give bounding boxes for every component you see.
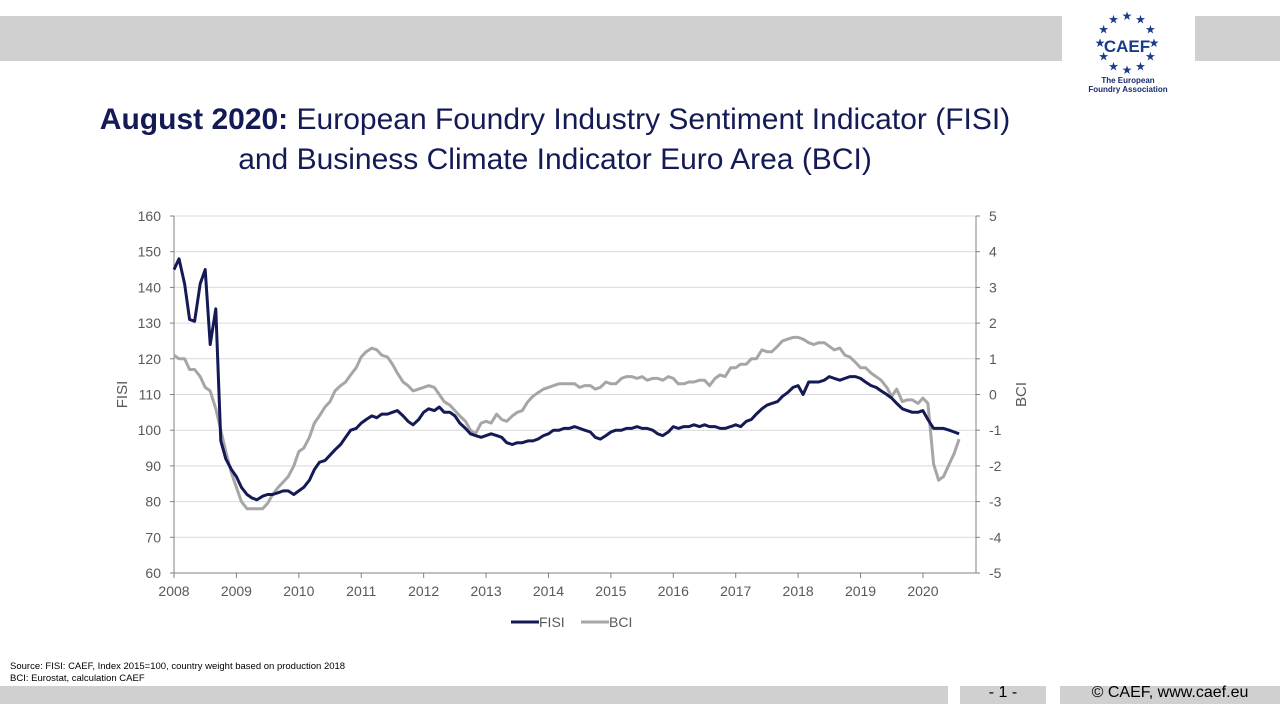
chart-series bbox=[172, 257, 961, 511]
title-bold: August 2020: bbox=[99, 103, 289, 136]
series-line-bci bbox=[173, 335, 961, 511]
y-axis-label: FISI bbox=[114, 381, 131, 409]
x-tick-label: 2013 bbox=[470, 583, 501, 599]
logo-star-icon: ★ bbox=[1095, 36, 1106, 50]
x-tick-label: 2020 bbox=[907, 583, 938, 599]
y2-tick-label: 4 bbox=[989, 244, 997, 260]
x-tick-label: 2010 bbox=[283, 583, 314, 599]
logo-star-icon: ★ bbox=[1122, 63, 1133, 77]
chart-gridlines bbox=[174, 215, 976, 538]
x-tick-label: 2014 bbox=[533, 583, 564, 599]
source-note: Source: FISI: CAEF, Index 2015=100, coun… bbox=[10, 661, 345, 685]
logo-subtitle-line2: Foundry Association bbox=[1088, 85, 1168, 94]
y-tick-label: 160 bbox=[138, 208, 162, 224]
title-line-2: and Business Climate Indicator Euro Area… bbox=[238, 143, 872, 176]
logo-star-icon: ★ bbox=[1135, 59, 1146, 73]
source-line-2: BCI: Eurostat, calculation CAEF bbox=[10, 673, 145, 684]
x-tick-label: 2009 bbox=[221, 583, 252, 599]
series-line-fisi bbox=[172, 257, 960, 502]
title-line-1: August 2020: European Foundry Industry S… bbox=[0, 100, 1110, 140]
y2-tick-label: -4 bbox=[989, 529, 1002, 545]
header-band-right bbox=[1195, 16, 1280, 61]
x-tick-label: 2008 bbox=[158, 583, 189, 599]
x-tick-label: 2019 bbox=[845, 583, 876, 599]
y-tick-label: 130 bbox=[138, 315, 162, 331]
y-tick-label: 90 bbox=[145, 458, 161, 474]
logo-star-icon: ★ bbox=[1098, 23, 1109, 37]
logo-star-icon: ★ bbox=[1149, 36, 1160, 50]
y2-tick-label: -3 bbox=[989, 494, 1002, 510]
legend-label-fisi: FISI bbox=[539, 614, 565, 630]
x-tick-label: 2016 bbox=[658, 583, 689, 599]
x-tick-label: 2015 bbox=[595, 583, 626, 599]
y-tick-label: 70 bbox=[145, 529, 161, 545]
y2-tick-label: 2 bbox=[989, 315, 997, 331]
y-tick-label: 150 bbox=[138, 244, 162, 260]
y2-tick-label: -5 bbox=[989, 565, 1002, 581]
y2-tick-label: -1 bbox=[989, 422, 1002, 438]
y2-tick-label: 5 bbox=[989, 208, 997, 224]
chart-axes: 60 70 80 90 100 110 120 130 140 150 160 -5 -4 -3 -2 -1 0… bbox=[114, 208, 1030, 599]
caef-logo: ★ ★★★★★★★★★★★ CAEF bbox=[1095, 9, 1160, 77]
y-tick-label: 80 bbox=[145, 494, 161, 510]
y2-tick-label: 1 bbox=[989, 351, 997, 367]
y-tick-label: 100 bbox=[138, 422, 162, 438]
logo-subtitle: The European Foundry Association bbox=[1068, 76, 1188, 94]
footer-band-left bbox=[0, 686, 948, 704]
y2-tick-label: 0 bbox=[989, 387, 997, 403]
copyright-text: © CAEF, www.caef.eu bbox=[1091, 684, 1249, 701]
chart-legend: FISI BCI bbox=[511, 614, 632, 630]
x-tick-label: 2018 bbox=[783, 583, 814, 599]
logo-stars-ring: ★ ★★★★★★★★★★★ bbox=[1095, 9, 1160, 77]
page-number: - 1 - bbox=[988, 684, 1018, 701]
x-tick-label: 2011 bbox=[346, 583, 376, 599]
header-band-left bbox=[0, 16, 1062, 61]
logo-star-icon: ★ bbox=[1122, 9, 1133, 23]
logo-star-icon: ★ bbox=[1108, 13, 1119, 27]
logo-star-icon: ★ bbox=[1145, 50, 1156, 64]
y2-axis-label: BCI bbox=[1013, 382, 1030, 407]
y2-tick-label: 3 bbox=[989, 279, 997, 295]
logo-star-icon: ★ bbox=[1098, 50, 1109, 64]
source-line-1: Source: FISI: CAEF, Index 2015=100, coun… bbox=[10, 661, 346, 672]
logo-star-icon: ★ bbox=[1135, 13, 1146, 27]
page-title: August 2020: European Foundry Industry S… bbox=[0, 100, 1110, 180]
y-tick-label: 60 bbox=[145, 565, 161, 581]
x-tick-label: 2017 bbox=[720, 583, 751, 599]
line-chart: 60 70 80 90 100 110 120 130 140 150 160 -5 -4 -3 -2 -1 0… bbox=[114, 208, 1030, 630]
legend-label-bci: BCI bbox=[609, 614, 632, 630]
logo-subtitle-line1: The European bbox=[1101, 76, 1155, 85]
y-tick-label: 140 bbox=[138, 279, 162, 295]
title-line1-text: European Foundry Industry Sentiment Indi… bbox=[288, 103, 1011, 136]
y2-tick-label: -2 bbox=[989, 458, 1002, 474]
y-tick-label: 120 bbox=[138, 351, 162, 367]
logo-text: CAEF bbox=[1104, 37, 1150, 56]
y-tick-label: 110 bbox=[139, 387, 162, 403]
logo-star-icon: ★ bbox=[1145, 23, 1156, 37]
logo-star-icon: ★ bbox=[1108, 59, 1119, 73]
footer-band-page bbox=[960, 686, 1046, 704]
footer-band-copyright bbox=[1060, 686, 1280, 704]
x-tick-label: 2012 bbox=[408, 583, 439, 599]
